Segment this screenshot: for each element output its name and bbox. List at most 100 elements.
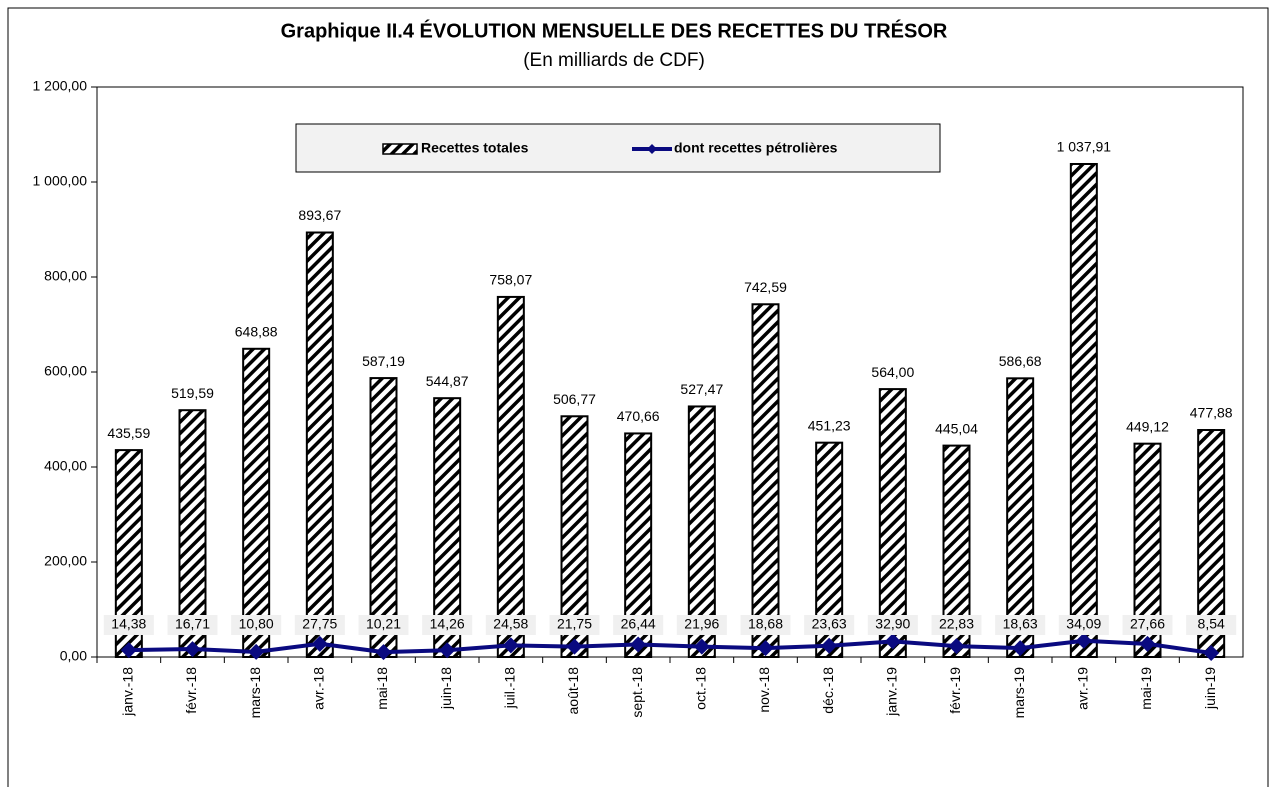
bar <box>1069 162 1098 659</box>
line-label: 23,63 <box>812 616 847 632</box>
marker <box>821 637 838 654</box>
x-tick-label: oct.-18 <box>693 667 709 710</box>
line-label: 10,21 <box>366 616 401 632</box>
bar-label: 470,66 <box>617 408 660 424</box>
label-bg <box>740 615 791 635</box>
x-tick-label: juin-18 <box>438 667 454 710</box>
x-tick-label: févr.-19 <box>947 667 963 714</box>
marker <box>502 637 519 654</box>
bar <box>242 347 271 658</box>
label-bg <box>931 615 982 635</box>
label-bg <box>613 615 664 635</box>
line-label: 21,96 <box>684 616 719 632</box>
label-bg <box>867 615 918 635</box>
y-tick-label: 800,00 <box>44 268 87 284</box>
line-label: 14,26 <box>430 616 465 632</box>
label-bg <box>676 615 727 635</box>
marker <box>884 633 901 650</box>
marker <box>311 635 328 652</box>
bar-label: 544,87 <box>426 373 469 389</box>
x-tick-label: janv.-18 <box>120 667 136 717</box>
legend-label: dont recettes pétrolières <box>674 140 838 156</box>
label-bg <box>294 615 345 635</box>
marker <box>566 638 583 655</box>
bar-label: 1 037,91 <box>1057 139 1112 155</box>
bar-label: 742,59 <box>744 279 787 295</box>
x-tick-label: nov.-18 <box>756 667 772 713</box>
line-label: 24,58 <box>493 616 528 632</box>
y-tick-label: 200,00 <box>44 553 87 569</box>
bar-label: 519,59 <box>171 385 214 401</box>
x-tick-label: mars-19 <box>1011 667 1027 719</box>
bar-label: 586,68 <box>999 353 1042 369</box>
label-bg <box>358 615 409 635</box>
legend-label: Recettes totales <box>421 140 529 156</box>
y-tick-label: 600,00 <box>44 363 87 379</box>
bar <box>496 295 525 658</box>
chart-title: Graphique II.4 ÉVOLUTION MENSUELLE DES R… <box>281 19 948 42</box>
bar <box>878 388 907 658</box>
line-label: 10,80 <box>239 616 274 632</box>
chart-subtitle: (En milliards de CDF) <box>523 50 705 71</box>
y-tick-label: 1 000,00 <box>33 173 88 189</box>
marker <box>120 642 137 659</box>
label-bg <box>231 615 282 635</box>
line-label: 18,63 <box>1003 616 1038 632</box>
bar-label: 506,77 <box>553 391 596 407</box>
y-tick-label: 1 200,00 <box>33 78 88 94</box>
bar-label: 587,19 <box>362 353 405 369</box>
bar-label: 564,00 <box>871 364 914 380</box>
line-label: 26,44 <box>621 616 656 632</box>
label-bg <box>485 615 536 635</box>
x-tick-label: févr.-18 <box>183 667 199 714</box>
marker <box>439 642 456 659</box>
x-tick-label: déc.-18 <box>820 667 836 714</box>
line <box>128 638 1212 655</box>
label-bg <box>804 615 855 635</box>
bar-label: 435,59 <box>107 425 150 441</box>
marker <box>1012 640 1029 657</box>
bar <box>369 377 398 658</box>
marker <box>1139 635 1156 652</box>
marker <box>948 638 965 655</box>
legend-marker <box>647 144 657 154</box>
marker <box>757 640 774 657</box>
bar-label: 893,67 <box>298 207 341 223</box>
x-tick-label: avr.-19 <box>1075 667 1091 710</box>
bar <box>1006 377 1035 658</box>
marker <box>1075 632 1092 649</box>
bar <box>305 231 334 658</box>
bar-label: 449,12 <box>1126 418 1169 434</box>
line-label: 27,75 <box>302 616 337 632</box>
x-tick-label: mars-18 <box>247 667 263 719</box>
marker <box>184 641 201 658</box>
bar-label: 477,88 <box>1190 405 1233 421</box>
x-tick-label: avr.-18 <box>311 667 327 710</box>
line-label: 18,68 <box>748 616 783 632</box>
y-tick-label: 400,00 <box>44 458 87 474</box>
label-bg <box>422 615 473 635</box>
legend-swatch <box>382 143 418 155</box>
line-label: 27,66 <box>1130 616 1165 632</box>
label-bg <box>1122 615 1173 635</box>
marker <box>375 644 392 661</box>
x-tick-label: juil.-18 <box>502 667 518 709</box>
marker <box>248 643 265 660</box>
line-label: 14,38 <box>111 616 146 632</box>
bar-label: 648,88 <box>235 323 278 339</box>
x-tick-label: juin-19 <box>1202 667 1218 710</box>
line-label: 22,83 <box>939 616 974 632</box>
bar <box>751 303 780 658</box>
label-bg <box>167 615 218 635</box>
line-label: 21,75 <box>557 616 592 632</box>
bar-label: 445,04 <box>935 420 978 436</box>
marker <box>693 638 710 655</box>
x-tick-label: sept.-18 <box>629 667 645 718</box>
line-label: 8,54 <box>1198 616 1225 632</box>
label-bg <box>1186 615 1237 635</box>
label-bg <box>1058 615 1109 635</box>
marker <box>630 636 647 653</box>
line-label: 16,71 <box>175 616 210 632</box>
label-bg <box>995 615 1046 635</box>
